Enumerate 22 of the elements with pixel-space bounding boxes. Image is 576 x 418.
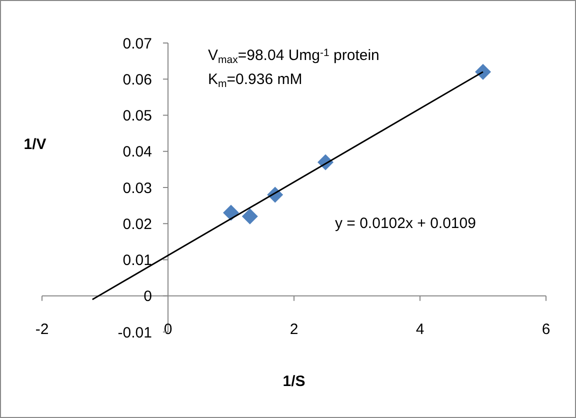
y-axis-title: 1/V — [24, 136, 46, 153]
point — [475, 64, 491, 80]
x-tick-label: 6 — [542, 321, 550, 338]
annotation: y = 0.0102x + 0.0109 — [335, 215, 476, 232]
y-tick-label: 0.06 — [122, 71, 152, 88]
y-tick-label: 0.04 — [122, 144, 152, 161]
y-tick-label: 0.02 — [122, 216, 152, 233]
x-tick-label: 0 — [164, 321, 172, 338]
y-tick-label: 0 — [144, 288, 152, 306]
y-tick-label: 0.05 — [122, 108, 152, 124]
x-axis-title: 1/S — [282, 373, 306, 390]
point — [223, 204, 239, 221]
annotation: V$_{max}$=98.04 Umg$^{-1}$ protein — [208, 46, 380, 66]
x-tick-label: 4 — [416, 321, 424, 338]
annotation: K$_{m}$=0.936 mM — [208, 71, 302, 90]
y-tick-label: -0.01 — [118, 324, 152, 342]
y-tick-label: 0.01 — [122, 252, 152, 269]
y-tick-label: 0.07 — [122, 35, 152, 52]
x-tick-label: 2 — [290, 321, 298, 338]
y-tick-label: 0.03 — [122, 180, 152, 197]
x-tick-label: -2 — [35, 321, 49, 338]
point — [242, 208, 258, 224]
